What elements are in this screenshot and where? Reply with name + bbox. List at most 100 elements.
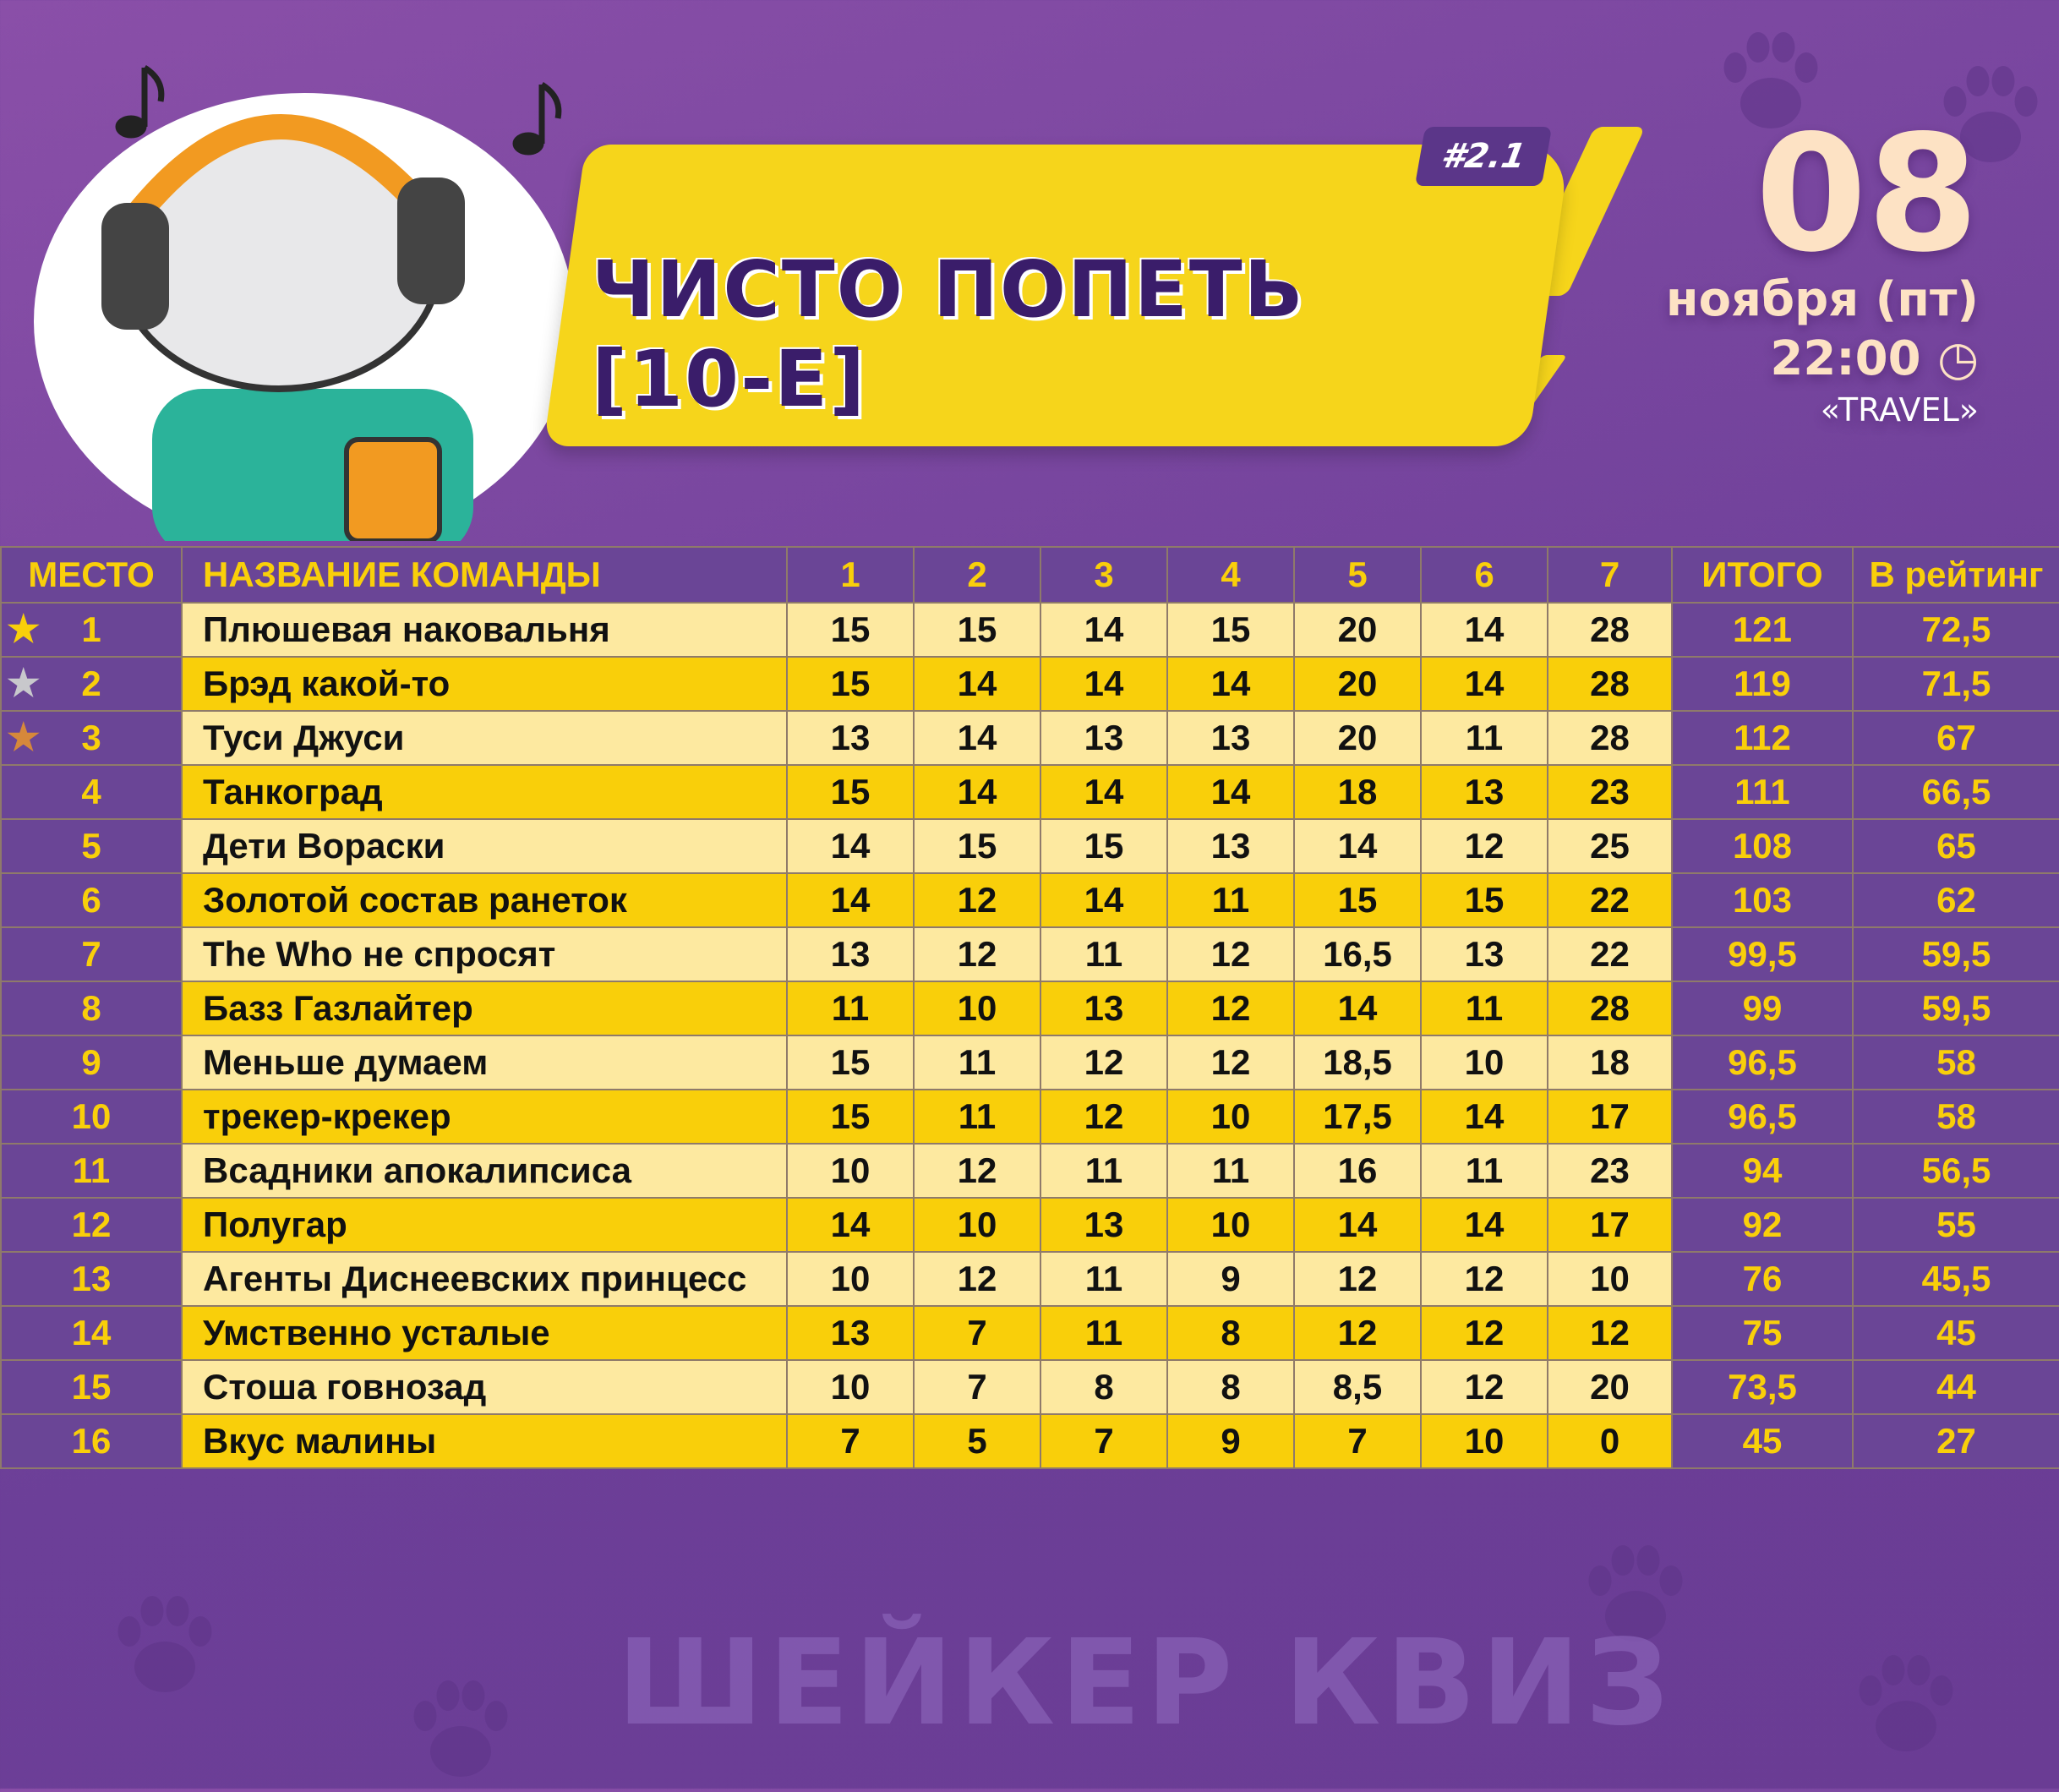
round-score: 23 <box>1547 1143 1673 1199</box>
place-cell: 13 <box>0 1251 183 1307</box>
place-cell: 10 <box>0 1089 183 1145</box>
place-value: 10 <box>71 1096 112 1136</box>
place-value: 9 <box>81 1042 101 1082</box>
round-score: 10 <box>1166 1197 1295 1253</box>
round-score: 13 <box>786 710 915 766</box>
round-score: 15 <box>786 1089 915 1145</box>
place-cell: ★ 2 <box>0 656 183 712</box>
watermark-logo: ШЕЙКЕР КВИЗ <box>617 1614 1674 1752</box>
round-score: 15 <box>1420 872 1548 928</box>
rating-score: 62 <box>1852 872 2059 928</box>
round-score: 14 <box>1293 981 1422 1036</box>
round-score: 12 <box>1420 818 1548 874</box>
team-name: Базз Газлайтер <box>181 981 788 1036</box>
table-row: 13 Агенты Диснеевских принцесс 10 12 11 9 12 12… <box>0 1251 2059 1307</box>
team-name: Плюшевая наковальня <box>181 602 788 658</box>
paw-icon <box>117 1596 212 1692</box>
total-score: 94 <box>1671 1143 1854 1199</box>
round-score: 10 <box>786 1359 915 1415</box>
rating-score: 65 <box>1852 818 2059 874</box>
round-score: 12 <box>1420 1305 1548 1361</box>
place-cell: 16 <box>0 1413 183 1469</box>
team-name: трекер-крекер <box>181 1089 788 1145</box>
round-score: 14 <box>1293 818 1422 874</box>
event-time: 22:00 ◷ <box>1666 330 1979 389</box>
paw-icon <box>1588 1545 1683 1642</box>
round-score: 14 <box>1293 1197 1422 1253</box>
rating-score: 45,5 <box>1852 1251 2059 1307</box>
round-score: 13 <box>1420 926 1548 982</box>
place-cell: 12 <box>0 1197 183 1253</box>
total-score: 76 <box>1671 1251 1854 1307</box>
round-score: 7 <box>1040 1413 1168 1469</box>
place-value: 3 <box>81 718 101 757</box>
round-score: 12 <box>913 1251 1041 1307</box>
round-score: 8 <box>1040 1359 1168 1415</box>
round-score: 22 <box>1547 926 1673 982</box>
gold-star-icon: ★ <box>7 609 41 650</box>
column-header: 1 <box>786 546 915 604</box>
round-score: 16,5 <box>1293 926 1422 982</box>
round-score: 13 <box>1420 764 1548 820</box>
round-score: 13 <box>786 1305 915 1361</box>
total-score: 96,5 <box>1671 1035 1854 1090</box>
round-score: 20 <box>1293 656 1422 712</box>
round-score: 12 <box>913 872 1041 928</box>
place-cell: 9 <box>0 1035 183 1090</box>
team-name: Брэд какой-то <box>181 656 788 712</box>
round-score: 8 <box>1166 1359 1295 1415</box>
round-score: 17 <box>1547 1197 1673 1253</box>
team-name: Танкоград <box>181 764 788 820</box>
team-name: Вкус малины <box>181 1413 788 1469</box>
rating-score: 66,5 <box>1852 764 2059 820</box>
column-header: НАЗВАНИЕ КОМАНДЫ <box>181 546 788 604</box>
game-number-badge: #2.1 <box>1414 127 1553 186</box>
table-row: 14 Умственно усталые 13 7 11 8 12 12 12 75 45 <box>0 1305 2059 1361</box>
clock-icon: ◷ <box>1937 331 1979 386</box>
round-score: 28 <box>1547 710 1673 766</box>
table-row: ★ 2 Брэд какой-то 15 14 14 14 20 14 28 119 71,5 <box>0 656 2059 712</box>
round-score: 20 <box>1293 602 1422 658</box>
round-score: 11 <box>1420 981 1548 1036</box>
round-score: 12 <box>1293 1251 1422 1307</box>
round-score: 14 <box>1420 602 1548 658</box>
round-score: 11 <box>786 981 915 1036</box>
round-score: 14 <box>786 818 915 874</box>
table-row: 16 Вкус малины 7 5 7 9 7 10 0 45 27 <box>0 1413 2059 1469</box>
round-score: 25 <box>1547 818 1673 874</box>
music-note-icon <box>512 82 562 156</box>
round-score: 11 <box>1040 1251 1168 1307</box>
rating-score: 58 <box>1852 1089 2059 1145</box>
round-score: 12 <box>913 926 1041 982</box>
event-time-text: 22:00 <box>1770 331 1921 386</box>
round-score: 17 <box>1547 1089 1673 1145</box>
place-cell: 6 <box>0 872 183 928</box>
total-score: 75 <box>1671 1305 1854 1361</box>
round-score: 16 <box>1293 1143 1422 1199</box>
round-score: 15 <box>786 764 915 820</box>
round-score: 12 <box>1166 1035 1295 1090</box>
team-name: Всадники апокалипсиса <box>181 1143 788 1199</box>
round-score: 15 <box>786 656 915 712</box>
place-value: 13 <box>71 1259 112 1298</box>
round-score: 14 <box>1420 1089 1548 1145</box>
total-score: 108 <box>1671 818 1854 874</box>
rating-score: 59,5 <box>1852 981 2059 1036</box>
round-score: 7 <box>913 1359 1041 1415</box>
round-score: 12 <box>1040 1089 1168 1145</box>
place-cell: 5 <box>0 818 183 874</box>
round-score: 8 <box>1166 1305 1295 1361</box>
place-cell: 14 <box>0 1305 183 1361</box>
round-score: 11 <box>1166 1143 1295 1199</box>
column-header: 4 <box>1166 546 1295 604</box>
round-score: 12 <box>1547 1305 1673 1361</box>
round-score: 12 <box>1040 1035 1168 1090</box>
team-name: Золотой состав ранеток <box>181 872 788 928</box>
rating-score: 67 <box>1852 710 2059 766</box>
round-score: 14 <box>786 872 915 928</box>
round-score: 18 <box>1293 764 1422 820</box>
paw-icon <box>1723 32 1818 128</box>
rating-score: 27 <box>1852 1413 2059 1469</box>
round-score: 22 <box>1547 872 1673 928</box>
round-score: 12 <box>913 1143 1041 1199</box>
